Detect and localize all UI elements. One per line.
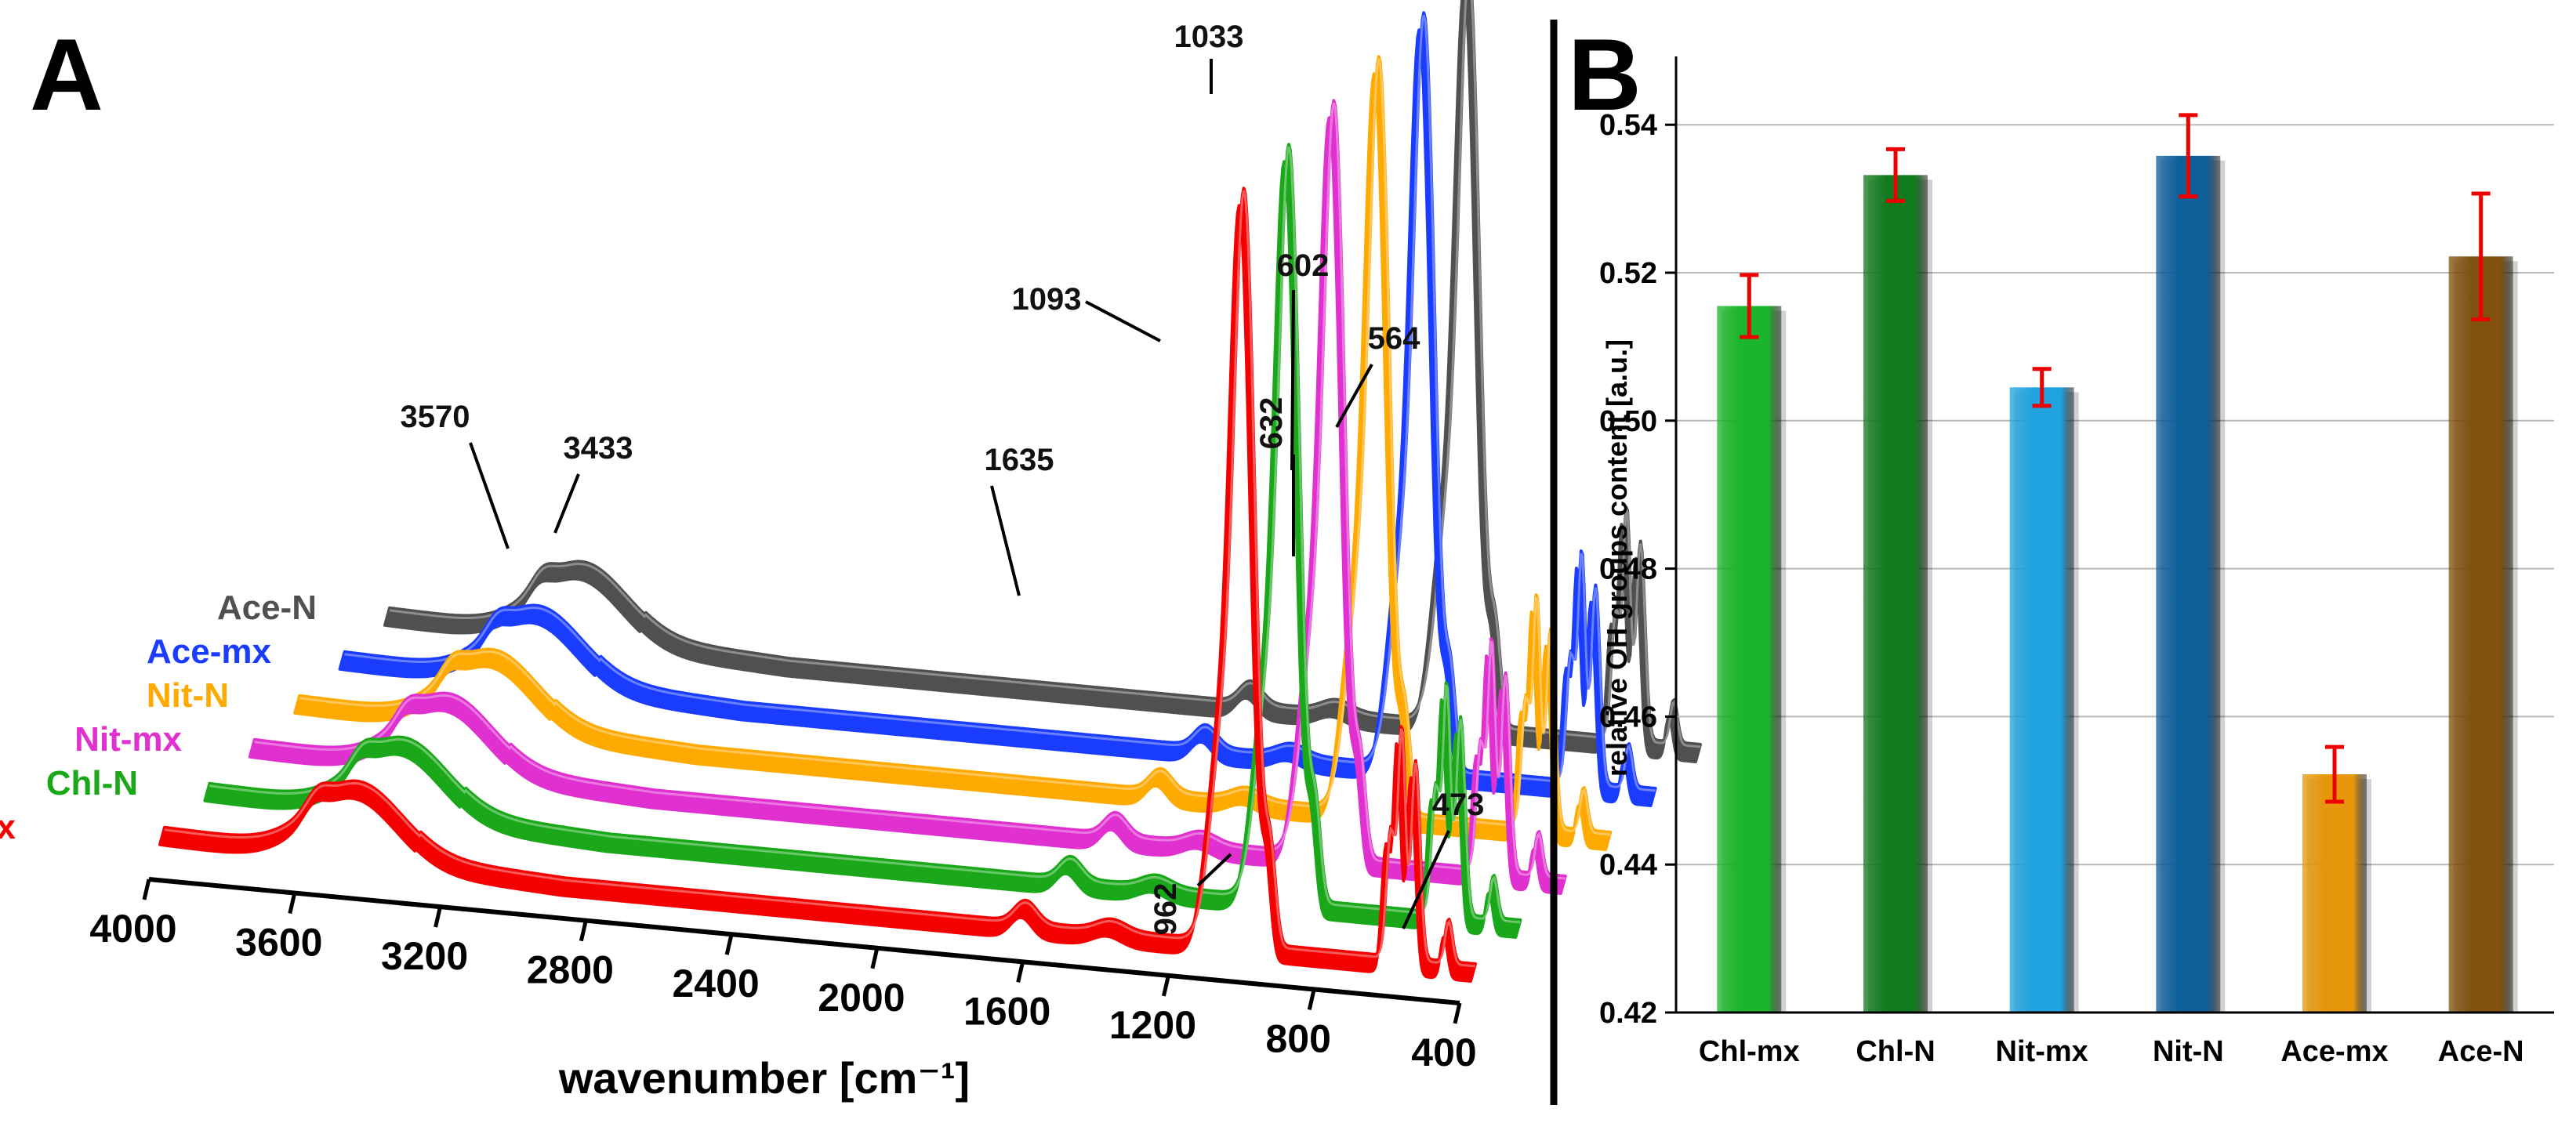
x-tick-mark — [870, 947, 880, 969]
peak-label: 1635 — [985, 443, 1054, 477]
x-tick-label: Ace-mx — [2280, 1035, 2388, 1068]
peak-label: 632 — [1254, 397, 1289, 450]
spectrum-ace-n — [383, 0, 1702, 763]
series-label-chl-mx: Chl-mx — [0, 808, 16, 846]
peak-annotations: 3570 3433 1635 1093 1033 632 602 564 962 473 — [401, 20, 1485, 935]
peak-leader-line — [1085, 300, 1161, 342]
bar-series — [1717, 155, 2518, 1013]
peak-label: 1033 — [1174, 20, 1244, 54]
spectrum-nit-mx — [248, 99, 1567, 895]
peak-label: 602 — [1277, 248, 1330, 283]
x-tick-mark — [724, 933, 734, 955]
series-label-nit-n: Nit-N — [147, 676, 229, 715]
y-tick-label: 0.52 — [1599, 257, 1657, 290]
x-axis-line — [148, 877, 1460, 1005]
x-tick-mark — [288, 892, 297, 915]
x-tick-mark — [142, 878, 151, 900]
x-tick-mark — [579, 920, 588, 942]
panel-b-bar-chart: B 0.420.440.460.480.500.520.54 Chl-mx Chl… — [1568, 17, 2554, 1068]
panel-b-letter: B — [1568, 17, 1642, 132]
peak-label: 473 — [1432, 788, 1485, 822]
x-axis-ticks: Chl-mx Chl-N Nit-mx Nit-N Ace-mx Ace-N — [1699, 1035, 2524, 1068]
peak-label: 3433 — [564, 431, 633, 466]
x-tick-label: 1200 — [1109, 1003, 1196, 1047]
x-axis-title: wavenumber [cm⁻¹] — [558, 1053, 970, 1103]
y-axis-ticks: 0.42 0.44 0.46 0.48 0.50 0.52 0.54 — [1599, 56, 2554, 1030]
x-tick-label: Nit-mx — [1996, 1035, 2088, 1068]
x-tick-label: 3600 — [235, 921, 322, 965]
y-tick-label: 0.46 — [1599, 701, 1657, 734]
peak-leader-line — [1335, 364, 1373, 428]
x-tick-label: 400 — [1411, 1031, 1476, 1074]
bar-chl-mx — [1717, 306, 1782, 1013]
bar-ace-n — [2448, 256, 2513, 1013]
series-label-ace-n: Ace-N — [217, 589, 317, 627]
bar-ace-mx — [2302, 774, 2367, 1013]
spectrum-chl-mx — [158, 187, 1477, 983]
x-tick-mark — [1016, 961, 1025, 983]
series-label-chl-n: Chl-N — [46, 764, 138, 802]
series-label-ace-mx: Ace-mx — [147, 632, 271, 671]
x-axis-a: 4000 3600 3200 2800 2400 2000 1600 1200 800 400 — [89, 877, 1477, 1074]
x-tick-label: Nit-N — [2153, 1035, 2224, 1068]
series-label-nit-mx: Nit-mx — [74, 720, 182, 759]
x-tick-mark — [1307, 988, 1316, 1011]
peak-leader-line — [1196, 853, 1232, 887]
x-tick-mark — [1453, 1002, 1462, 1024]
y-tick-label: 0.42 — [1599, 997, 1657, 1030]
peak-leader-line — [1402, 830, 1450, 929]
bar-chl-n — [1863, 175, 1928, 1013]
spectrum-nit-n — [293, 55, 1613, 851]
y-tick-label: 0.54 — [1599, 109, 1657, 142]
peak-label: 3570 — [401, 400, 470, 434]
spectra-series-group: Ace-N Ace-mx Nit-N Nit-mx Chl-N Chl-mx — [0, 0, 1702, 983]
peak-leader-line — [469, 442, 510, 549]
peak-label: 962 — [1148, 883, 1183, 936]
x-tick-label: Ace-N — [2438, 1035, 2524, 1068]
x-tick-mark — [1162, 975, 1170, 997]
x-tick-label: 2800 — [527, 948, 614, 992]
spectrum-ace-mx — [338, 11, 1657, 807]
peak-label: 1093 — [1012, 282, 1082, 317]
bar-nit-n — [2156, 155, 2221, 1013]
y-axis-title: relative OH groups content [a.u.] — [1601, 339, 1633, 777]
peak-leader-line — [553, 473, 580, 534]
x-tick-label: 800 — [1266, 1016, 1331, 1060]
spectrum-highlight — [254, 102, 1566, 880]
y-tick-label: 0.44 — [1599, 849, 1657, 882]
spectrum-chl-n — [203, 143, 1522, 939]
y-tick-label: 0.50 — [1599, 405, 1657, 438]
x-tick-label: 2400 — [672, 962, 759, 1005]
x-tick-label: 3200 — [381, 934, 468, 978]
error-bars — [1740, 113, 2491, 804]
spectrum-highlight — [299, 58, 1611, 836]
peak-label: 564 — [1368, 321, 1420, 356]
x-tick-label: Chl-mx — [1699, 1035, 1800, 1068]
peak-leader-line — [990, 485, 1021, 596]
x-tick-label: Chl-N — [1856, 1035, 1935, 1068]
peak-leader-line — [1290, 289, 1295, 471]
x-tick-label: 4000 — [89, 907, 176, 951]
spectrum-highlight — [389, 0, 1701, 748]
x-tick-label: 1600 — [963, 989, 1050, 1033]
y-tick-label: 0.48 — [1599, 553, 1657, 586]
panel-a-letter: A — [30, 17, 103, 132]
spectrum-highlight — [164, 190, 1476, 968]
x-tick-label: 2000 — [818, 976, 905, 1020]
x-tick-mark — [434, 906, 442, 928]
spectrum-highlight — [344, 14, 1656, 792]
y-gridlines — [1676, 124, 2554, 1013]
bar-nit-mx — [2009, 387, 2074, 1013]
spectrum-highlight — [209, 146, 1521, 924]
